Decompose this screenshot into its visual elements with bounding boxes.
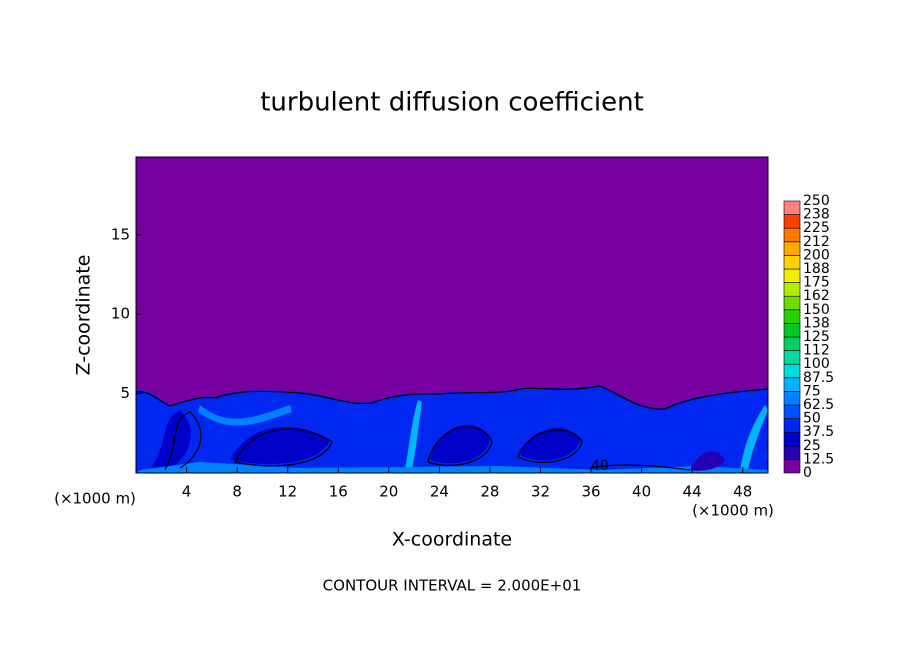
- x-tick-label: 12: [278, 483, 297, 501]
- x-tick-label: 8: [232, 483, 242, 501]
- colorbar-label: 150: [803, 302, 830, 318]
- colorbar-label: 162: [803, 288, 830, 304]
- x-tick-label: 40: [632, 483, 651, 501]
- contour-note: CONTOUR INTERVAL = 2.000E+01: [323, 577, 582, 595]
- y-axis-label: Z-coordinate: [73, 255, 95, 376]
- colorbar-label: 212: [803, 234, 830, 250]
- field-patch: [740, 405, 768, 470]
- colorbar-box: [783, 268, 801, 283]
- colorbar-label: 0: [803, 465, 812, 481]
- colorbar-box: [783, 363, 801, 379]
- colorbar-label: 62.5: [803, 397, 834, 413]
- chart-title: turbulent diffusion coefficient: [260, 88, 644, 118]
- colorbar-label: 87.5: [803, 370, 834, 386]
- y-tick-label: 10: [111, 305, 130, 323]
- colorbar-box: [783, 295, 801, 311]
- x-tick-label: 24: [430, 483, 449, 501]
- x-tick-label: 44: [683, 483, 702, 501]
- contour-line: [164, 411, 202, 471]
- colorbar-box: [783, 214, 801, 229]
- colorbar-label: 250: [803, 193, 830, 209]
- field-patch: [136, 462, 768, 473]
- x-tick-label: 16: [329, 483, 348, 501]
- x-tick-label: 4: [182, 483, 192, 501]
- contour-line: [589, 464, 691, 471]
- field-patch: [230, 426, 330, 464]
- colorbar-box: [783, 200, 801, 215]
- colorbar-box: [783, 445, 801, 460]
- colorbar-label: 188: [803, 261, 830, 277]
- contour-line: [427, 426, 493, 466]
- colorbar-box: [783, 418, 801, 433]
- x-tick-label: 32: [531, 483, 550, 501]
- colorbar-label: 225: [803, 220, 830, 236]
- colorbar-label: 37.5: [803, 424, 834, 440]
- colorbar-label: 12.5: [803, 451, 834, 467]
- colorbar-label: 75: [803, 383, 821, 399]
- y-tick-label: 15: [111, 225, 130, 243]
- colorbar-box: [783, 404, 801, 419]
- colorbar-label: 112: [803, 343, 830, 359]
- contour-label: 40: [591, 458, 609, 474]
- field-patch: [405, 400, 422, 470]
- colorbar-box: [783, 391, 801, 406]
- x-tick-label: 28: [480, 483, 499, 501]
- colorbar-box: [783, 459, 801, 474]
- colorbar-label: 238: [803, 207, 830, 223]
- colorbar-label: 100: [803, 356, 830, 372]
- colorbar-box: [783, 377, 801, 392]
- x-tick-label: 36: [581, 483, 600, 501]
- x-unit-label: (×1000 m): [692, 502, 774, 520]
- colorbar-box: [783, 350, 801, 365]
- colorbar-box: [783, 309, 801, 324]
- field-patch: [198, 405, 292, 426]
- colorbar-box: [783, 431, 801, 447]
- contour-line: [234, 428, 333, 467]
- colorbar-label: 25: [803, 438, 821, 454]
- x-tick-label: 20: [379, 483, 398, 501]
- colorbar-label: 175: [803, 275, 830, 291]
- contour-line: [517, 429, 583, 463]
- contour-line: [135, 385, 769, 410]
- colorbar-box: [783, 227, 801, 243]
- x-axis-label: X-coordinate: [392, 529, 512, 551]
- colorbar-label: 200: [803, 247, 830, 263]
- field-patch: [150, 410, 191, 470]
- x-unit-label: (×1000 m): [54, 490, 136, 508]
- colorbar-box: [783, 282, 801, 297]
- plot-frame: [135, 156, 769, 474]
- field-patch: [690, 451, 725, 471]
- colorbar-label: 50: [803, 411, 821, 427]
- colorbar-box: [783, 336, 801, 351]
- colorbar-label: 138: [803, 315, 830, 331]
- plot-area: 40: [135, 156, 769, 474]
- x-tick-label: 48: [733, 483, 752, 501]
- colorbar-box: [783, 255, 801, 270]
- colorbar-label: 125: [803, 329, 830, 345]
- y-tick-label: 5: [120, 384, 130, 402]
- colorbar-box: [783, 323, 801, 338]
- colorbar-box: [783, 241, 801, 256]
